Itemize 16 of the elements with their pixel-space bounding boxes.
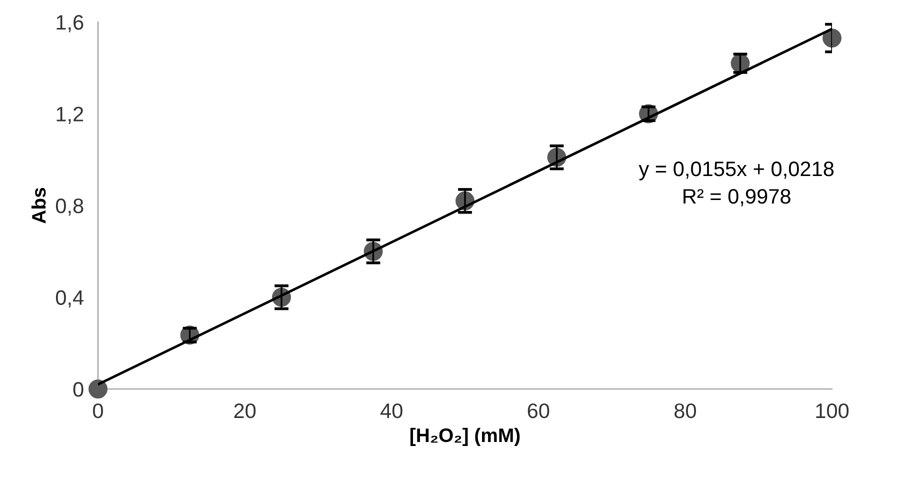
y-axis-title: Abs <box>31 188 46 224</box>
y-tick-label: 1,2 <box>56 106 84 124</box>
x-axis-title: [H₂O₂] (mM) <box>410 428 520 446</box>
x-tick-label: 100 <box>816 403 849 418</box>
x-tick-label: 0 <box>93 403 103 418</box>
y-tick-label: 0 <box>73 382 84 397</box>
x-tick-label: 80 <box>674 403 696 418</box>
annotation: y = 0,0155x + 0,0218 <box>638 161 834 180</box>
annotation: R² = 0,9978 <box>684 189 790 206</box>
x-tick-label: 60 <box>528 403 550 418</box>
y-tick-label: 1,6 <box>56 15 84 32</box>
x-tick-label: 20 <box>234 403 256 418</box>
x-tick-label: 40 <box>380 403 402 418</box>
y-tick-label: 0,8 <box>56 198 84 216</box>
y-tick-label: 0,4 <box>56 290 84 308</box>
point <box>88 380 108 398</box>
